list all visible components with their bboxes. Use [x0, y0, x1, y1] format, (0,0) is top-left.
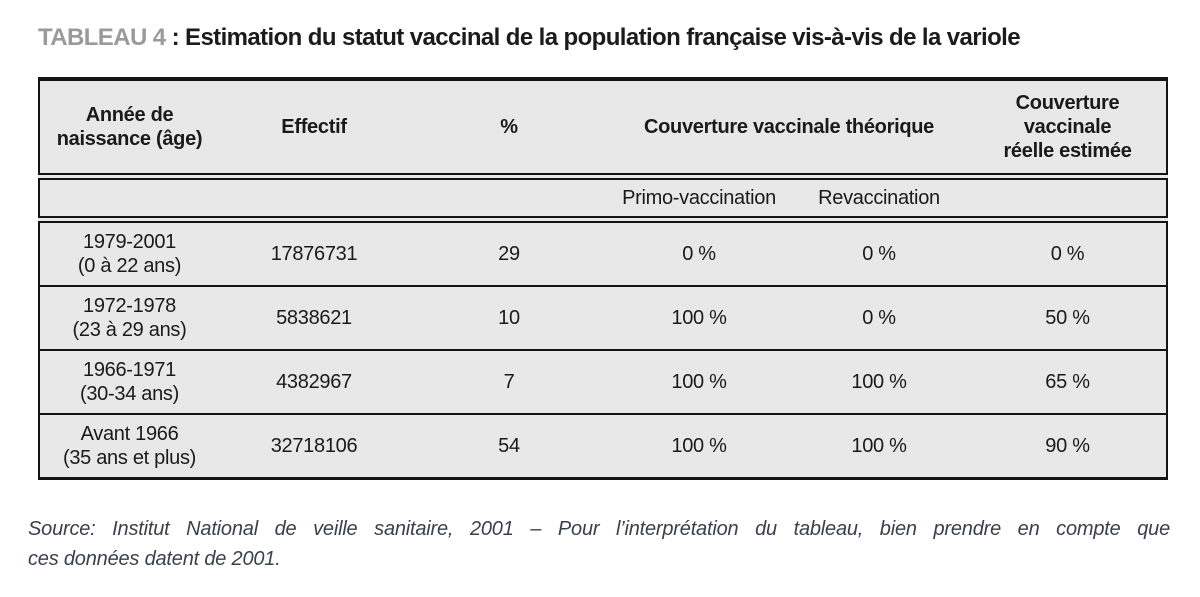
cell-revaccination: 100 % — [789, 413, 969, 479]
table-number-label: TABLEAU 4 — [38, 24, 166, 51]
table-row: 1972-1978 (23 à 29 ans) 5838621 10 100 %… — [39, 285, 1167, 350]
vaccination-status-table: Année de naissance (âge) Effectif % Couv… — [38, 77, 1168, 480]
subheader-revaccination: Revaccination — [789, 176, 969, 223]
table-row: Avant 1966 (35 ans et plus) 32718106 54 … — [39, 413, 1167, 479]
cell-estimated: 0 % — [969, 218, 1167, 286]
table-subheader-row: Primo-vaccination Revaccination — [39, 176, 1167, 223]
empty-cell — [219, 176, 409, 223]
cell-primo: 100 % — [609, 413, 789, 479]
age-range: (35 ans et plus) — [62, 447, 197, 469]
table-header-row: Année de naissance (âge) Effectif % Couv… — [39, 79, 1167, 180]
age-range: (30-34 ans) — [80, 383, 179, 405]
birth-years: 1979-2001 — [83, 231, 176, 253]
header-estimated-line1: Couverture — [1015, 92, 1120, 114]
header-birth-year-line2: naissance (âge) — [56, 128, 203, 150]
cell-percent: 7 — [409, 349, 609, 414]
subheader-primo-vaccination: Primo-vaccination — [609, 176, 789, 223]
header-estimated-line2: vaccinale — [1023, 116, 1112, 138]
table-row: 1979-2001 (0 à 22 ans) 17876731 29 0 % 0… — [39, 218, 1167, 286]
header-birth-year: Année de naissance (âge) — [39, 79, 219, 180]
caption-separator: : — [165, 24, 186, 51]
cell-primo: 100 % — [609, 349, 789, 414]
cell-primo: 100 % — [609, 285, 789, 350]
cell-estimated: 90 % — [969, 413, 1167, 479]
cell-birth-year: Avant 1966 (35 ans et plus) — [39, 413, 219, 479]
source-line2: ces données datent de 2001. — [28, 548, 281, 570]
empty-cell — [969, 176, 1167, 223]
age-range: (23 à 29 ans) — [72, 319, 187, 341]
cell-effectif: 4382967 — [219, 349, 409, 414]
cell-effectif: 17876731 — [219, 218, 409, 286]
table-row: 1966-1971 (30-34 ans) 4382967 7 100 % 10… — [39, 349, 1167, 414]
cell-percent: 54 — [409, 413, 609, 479]
age-range: (0 à 22 ans) — [77, 255, 182, 277]
cell-birth-year: 1966-1971 (30-34 ans) — [39, 349, 219, 414]
header-estimated-coverage: Couverture vaccinale réelle estimée — [969, 79, 1167, 180]
cell-birth-year: 1972-1978 (23 à 29 ans) — [39, 285, 219, 350]
birth-years: Avant 1966 — [80, 423, 179, 445]
cell-revaccination: 0 % — [789, 218, 969, 286]
cell-primo: 0 % — [609, 218, 789, 286]
source-line1: Source: Institut National de veille sani… — [28, 518, 1170, 540]
caption-text: Estimation du statut vaccinal de la popu… — [185, 24, 1021, 51]
header-percent: % — [409, 79, 609, 180]
source-note: Source: Institut National de veille sani… — [28, 514, 1170, 574]
empty-cell — [409, 176, 609, 223]
header-theoretical-coverage: Couverture vaccinale théorique — [609, 79, 969, 180]
birth-years: 1966-1971 — [83, 359, 176, 381]
empty-cell — [39, 176, 219, 223]
cell-percent: 29 — [409, 218, 609, 286]
header-birth-year-line1: Année de — [85, 104, 174, 126]
cell-revaccination: 100 % — [789, 349, 969, 414]
table-caption: TABLEAU 4 : Estimation du statut vaccina… — [38, 24, 1166, 52]
birth-years: 1972-1978 — [83, 295, 176, 317]
cell-effectif: 5838621 — [219, 285, 409, 350]
cell-percent: 10 — [409, 285, 609, 350]
header-effectif: Effectif — [219, 79, 409, 180]
cell-estimated: 50 % — [969, 285, 1167, 350]
cell-effectif: 32718106 — [219, 413, 409, 479]
cell-birth-year: 1979-2001 (0 à 22 ans) — [39, 218, 219, 286]
header-estimated-line3: réelle estimée — [1003, 140, 1132, 162]
cell-estimated: 65 % — [969, 349, 1167, 414]
cell-revaccination: 0 % — [789, 285, 969, 350]
